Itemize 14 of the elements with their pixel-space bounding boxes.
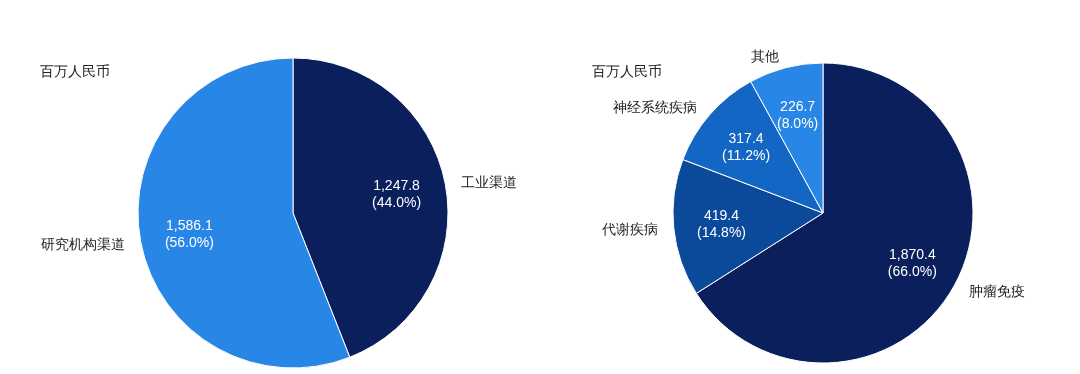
slice-label: 研究机构渠道 [40, 236, 125, 253]
slice-label: 工业渠道 [461, 173, 518, 190]
slice-label: 肿瘤免疫 [968, 283, 1025, 300]
slice-label: 其他 [750, 48, 779, 65]
data-label: 419.4 (14.8%) [697, 207, 747, 241]
chart-title: 百万人民币 [40, 63, 110, 79]
data-label: 1,586.1 (56.0%) [164, 216, 214, 250]
data-label: 1,870.4 (66.0%) [887, 246, 937, 280]
data-label: 317.4 (11.2%) [722, 130, 771, 164]
data-label: 226.7 (8.0%) [777, 98, 819, 132]
data-label: 1,247.8 (44.0%) [372, 177, 422, 211]
slice-label: 代谢疾病 [600, 221, 658, 238]
slice-label: 神经系统疾病 [612, 98, 697, 115]
text: 百万人民币 [592, 63, 662, 79]
